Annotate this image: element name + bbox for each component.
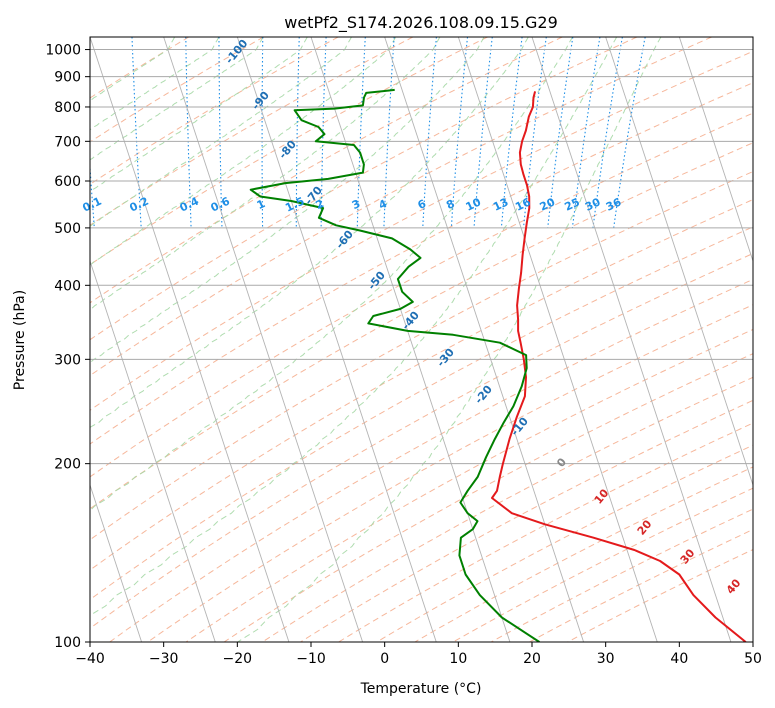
y-axis-label: Pressure (hPa) bbox=[12, 290, 28, 390]
x-tick-label: 30 bbox=[597, 651, 615, 667]
x-tick-label: −30 bbox=[149, 651, 179, 667]
y-tick-label: 1000 bbox=[45, 43, 81, 59]
dry-adiabat-line bbox=[90, 37, 563, 304]
isotherm-line bbox=[678, 37, 753, 263]
dry-adiabat-line bbox=[90, 198, 753, 571]
y-tick-label: 800 bbox=[54, 100, 81, 116]
moist-adiabat-line bbox=[90, 37, 397, 266]
series-layer bbox=[249, 88, 747, 642]
x-axis-label: Temperature (°C) bbox=[360, 681, 482, 697]
y-tick-label: 300 bbox=[54, 352, 81, 368]
x-tick-label: 10 bbox=[449, 651, 467, 667]
dry-adiabat-line bbox=[90, 37, 190, 99]
mixing-ratio-line bbox=[473, 37, 493, 228]
mixing-ratio-label: 20 bbox=[538, 195, 558, 213]
dry-adiabat-line bbox=[90, 82, 753, 445]
dry-adiabat-line bbox=[147, 304, 753, 642]
isotherm-line bbox=[531, 37, 732, 642]
dry-adiabat-line bbox=[90, 37, 264, 143]
dewpoint-profile-line bbox=[249, 88, 540, 642]
isotherm-line bbox=[605, 37, 753, 487]
mixing-ratio-line bbox=[592, 37, 623, 228]
isotherm-line bbox=[90, 483, 143, 642]
axis-layer: −40 −30 −20 −10 0 10 20 30 40 50 100 200 300 400 500 60… bbox=[45, 43, 762, 667]
x-tick-label: −20 bbox=[223, 651, 253, 667]
mixing-ratio-label: 10 bbox=[464, 195, 484, 213]
mixing-ratio-label: 36 bbox=[604, 195, 624, 213]
isotherm-line bbox=[310, 37, 511, 642]
plot-frame bbox=[89, 36, 754, 643]
x-tick-label: 50 bbox=[744, 651, 762, 667]
mixing-ratio-line bbox=[422, 37, 437, 228]
isotherm-line bbox=[90, 259, 216, 642]
mixing-ratio-line bbox=[571, 37, 601, 228]
moist-adiabat-line bbox=[90, 37, 573, 512]
mixing-ratio-line bbox=[450, 37, 469, 228]
mixing-ratio-line bbox=[500, 37, 523, 228]
y-tick-label: 700 bbox=[54, 134, 81, 150]
isotherm-line bbox=[236, 37, 437, 642]
y-tick-label: 200 bbox=[54, 457, 81, 473]
dry-adiabat-line bbox=[90, 50, 753, 411]
y-tick-label: 100 bbox=[54, 635, 81, 651]
moist-adiabat-line bbox=[90, 37, 308, 193]
mixing-ratio-label: 25 bbox=[562, 196, 581, 214]
y-tick-label: 400 bbox=[54, 278, 81, 294]
chart-title: wetPf2_S174.2026.108.09.15.G29 bbox=[284, 13, 558, 33]
mixing-ratio-label: 13 bbox=[491, 196, 510, 214]
mixing-ratio-label: 16 bbox=[513, 195, 533, 213]
x-tick-label: 0 bbox=[380, 651, 389, 667]
moist-adiabat-line bbox=[237, 37, 662, 642]
moist-adiabat-line bbox=[90, 37, 529, 428]
isotherm-line bbox=[457, 37, 658, 642]
mixing-ratio-label: 30 bbox=[583, 195, 603, 213]
grid-layer bbox=[90, 37, 753, 642]
dry-adiabat-line bbox=[90, 37, 488, 266]
y-tick-label: 600 bbox=[54, 174, 81, 190]
dry-adiabat-line bbox=[90, 252, 753, 629]
y-tick-label: 500 bbox=[54, 221, 81, 237]
x-tick-label: 20 bbox=[523, 651, 541, 667]
x-tick-label: −40 bbox=[75, 651, 105, 667]
mixing-ratio-line bbox=[522, 37, 547, 228]
moist-adiabat-line bbox=[90, 37, 485, 364]
temperature-profile-line bbox=[491, 91, 747, 642]
x-tick-label: −10 bbox=[296, 651, 326, 667]
isotherm-line bbox=[90, 37, 290, 642]
dry-adiabat-line bbox=[185, 328, 753, 642]
x-tick-label: 40 bbox=[670, 651, 688, 667]
dry-adiabat-line bbox=[90, 142, 753, 510]
isotherm-line bbox=[163, 37, 364, 642]
dry-adiabat-line bbox=[90, 37, 712, 377]
y-tick-label: 900 bbox=[54, 70, 81, 86]
mixing-ratio-line bbox=[547, 37, 574, 228]
dry-adiabat-line bbox=[90, 226, 753, 601]
